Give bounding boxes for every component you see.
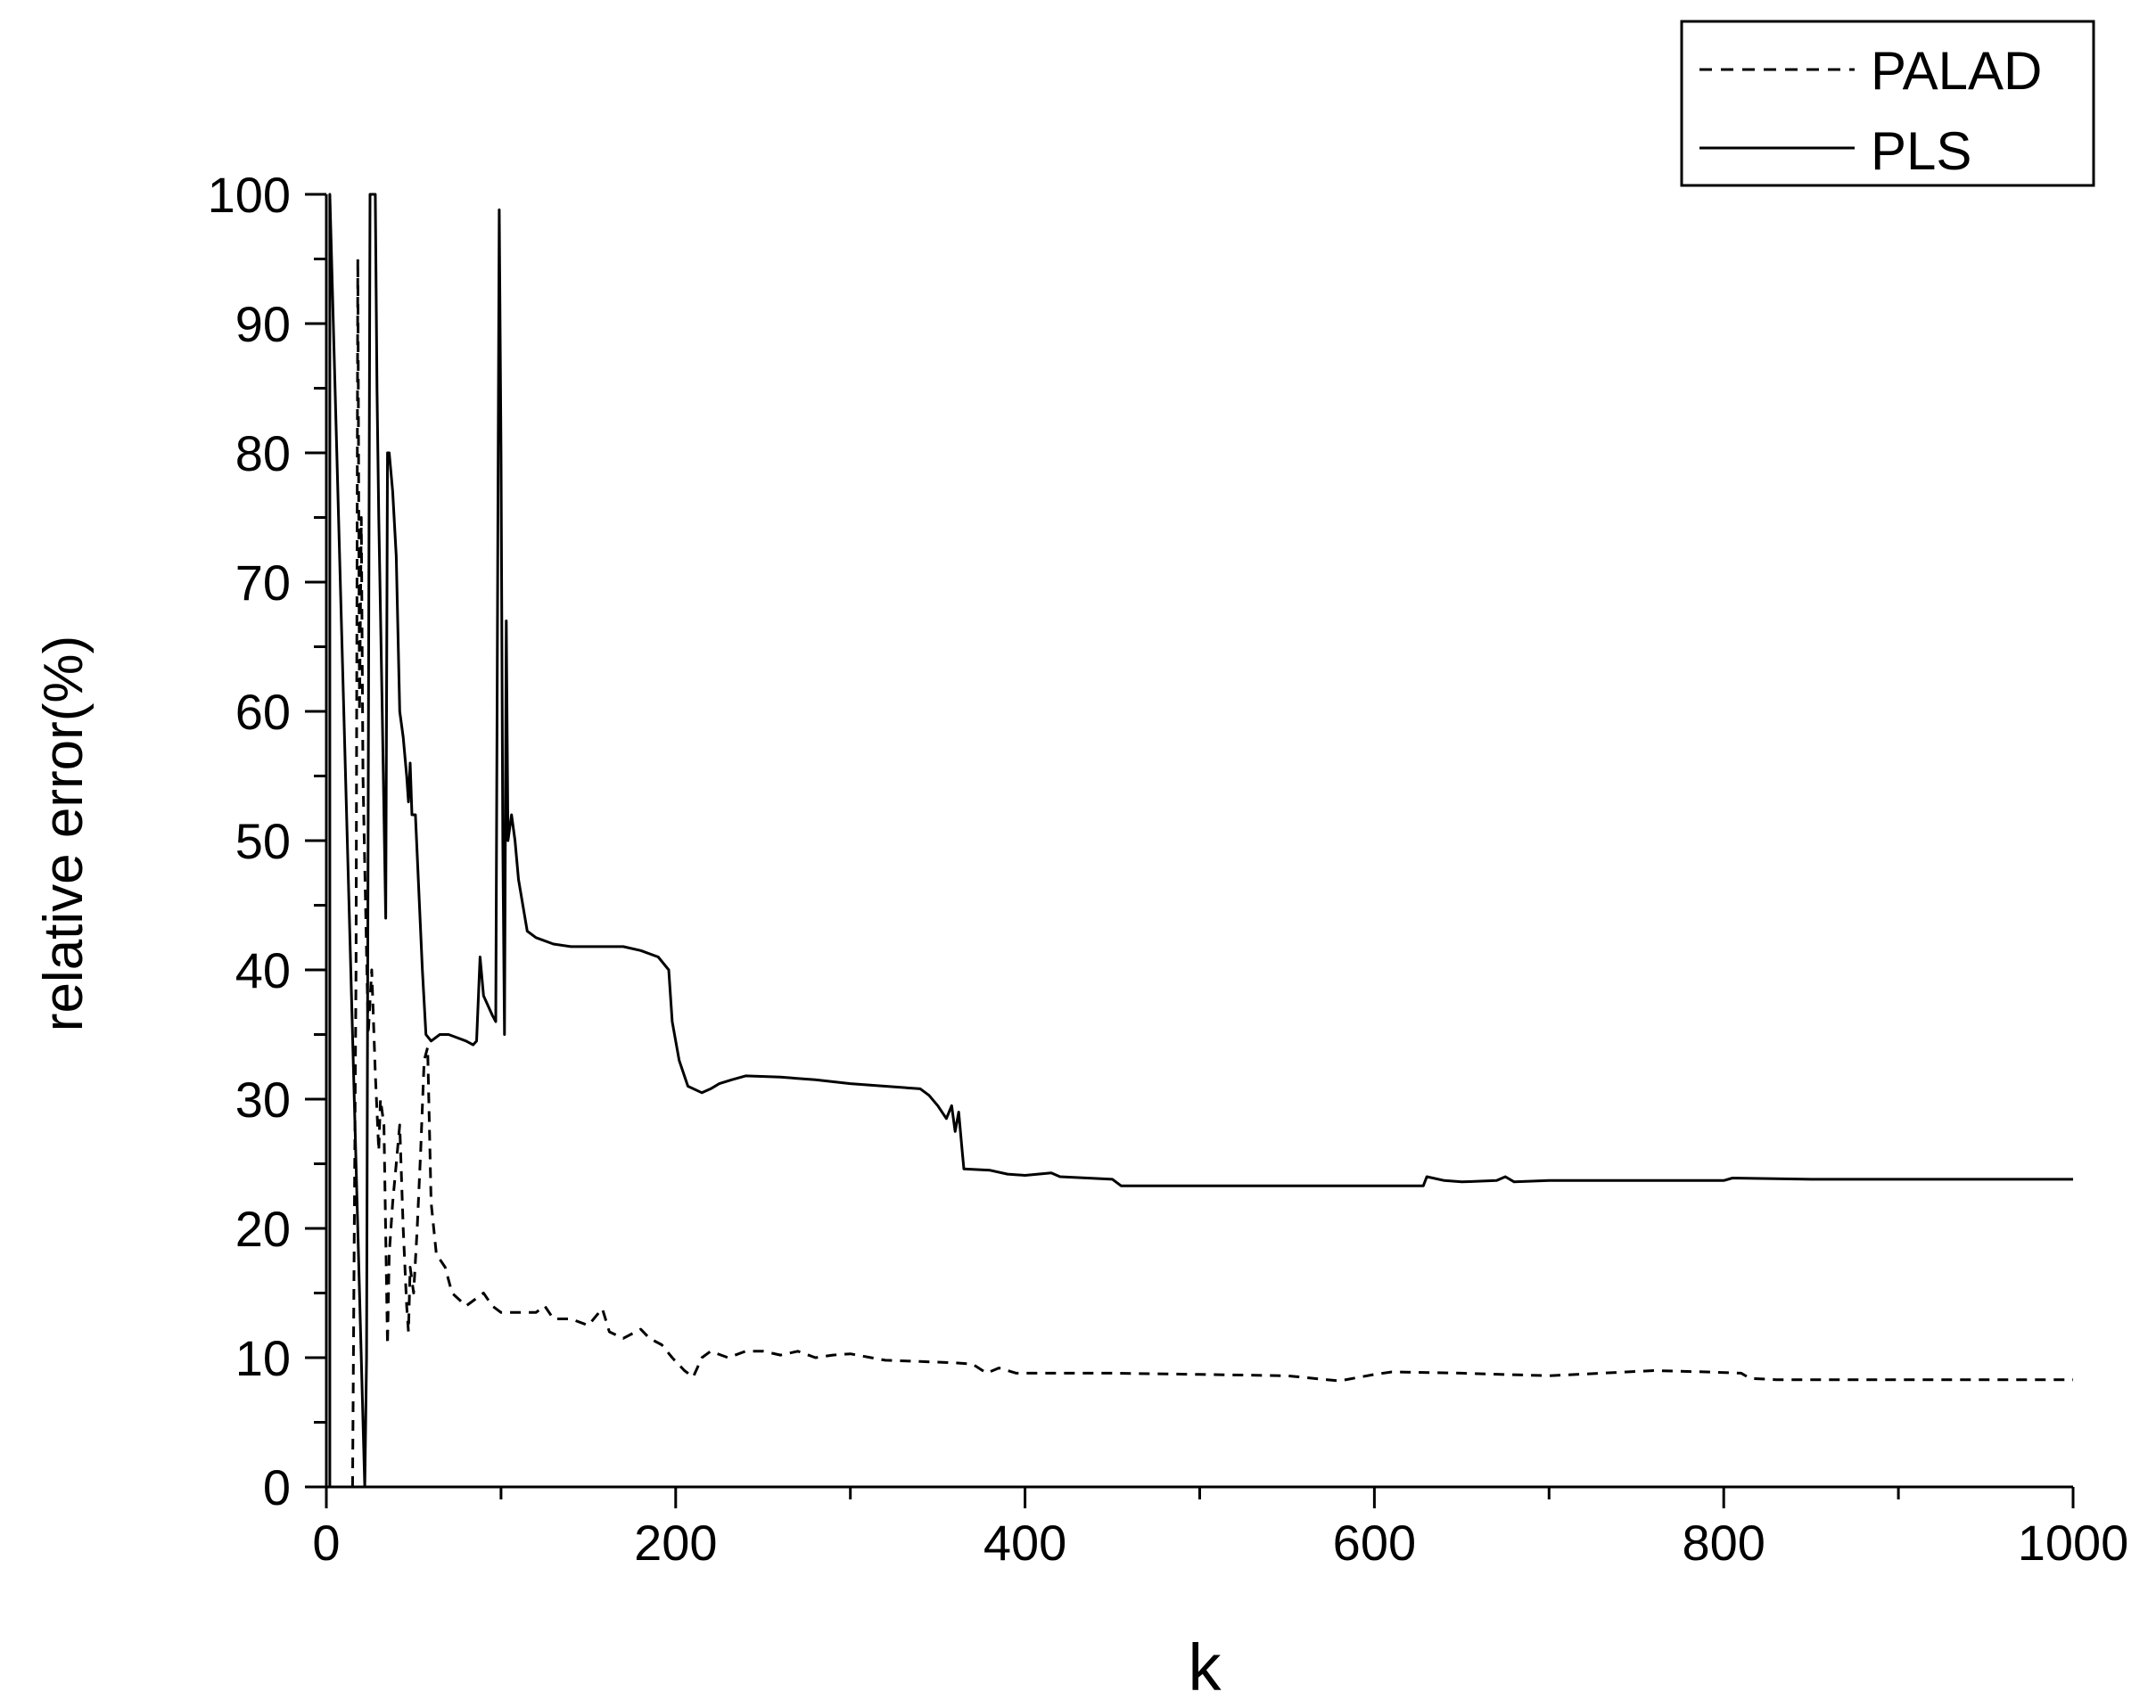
- legend-box: [1680, 20, 2095, 187]
- y-axis-ticks: 0 10 20 30 40 50 60 70 80 90 100: [208, 167, 326, 1515]
- x-tick-label: 800: [1682, 1515, 1765, 1571]
- x-tick-label: 1000: [2018, 1515, 2129, 1571]
- y-tick-label: 30: [235, 1072, 291, 1128]
- y-tick-label: 40: [235, 942, 291, 998]
- legend-label-palad: PALAD: [1871, 41, 2042, 101]
- plot-area: 0 200 400 600 800 1000 0 10 20 30 40 50 60 70 80 90 100: [208, 167, 2129, 1571]
- y-tick-label: 70: [235, 554, 291, 611]
- x-axis-ticks: 0 200 400 600 800 1000: [312, 1487, 2128, 1571]
- y-axis-label: relative error(%): [33, 636, 95, 1031]
- series-line-pls: [328, 193, 2073, 1489]
- y-tick-label: 10: [235, 1330, 291, 1386]
- x-tick-label: 200: [634, 1515, 717, 1571]
- y-tick-label: 90: [235, 296, 291, 352]
- x-tick-label: 600: [1333, 1515, 1416, 1571]
- series-layer: [328, 193, 2073, 1489]
- x-tick-label: 0: [312, 1515, 340, 1571]
- x-axis-label: k: [1189, 1630, 1222, 1704]
- legend-label-pls: PLS: [1871, 121, 1971, 181]
- y-tick-label: 50: [235, 813, 291, 869]
- y-tick-label: 60: [235, 684, 291, 740]
- y-tick-label: 20: [235, 1201, 291, 1257]
- legend: PALAD PLS: [1680, 20, 2095, 187]
- y-tick-label: 80: [235, 425, 291, 481]
- series-line-palad: [350, 258, 2073, 1488]
- y-tick-label: 0: [263, 1459, 291, 1515]
- y-tick-label: 100: [208, 167, 291, 223]
- x-tick-label: 400: [983, 1515, 1066, 1571]
